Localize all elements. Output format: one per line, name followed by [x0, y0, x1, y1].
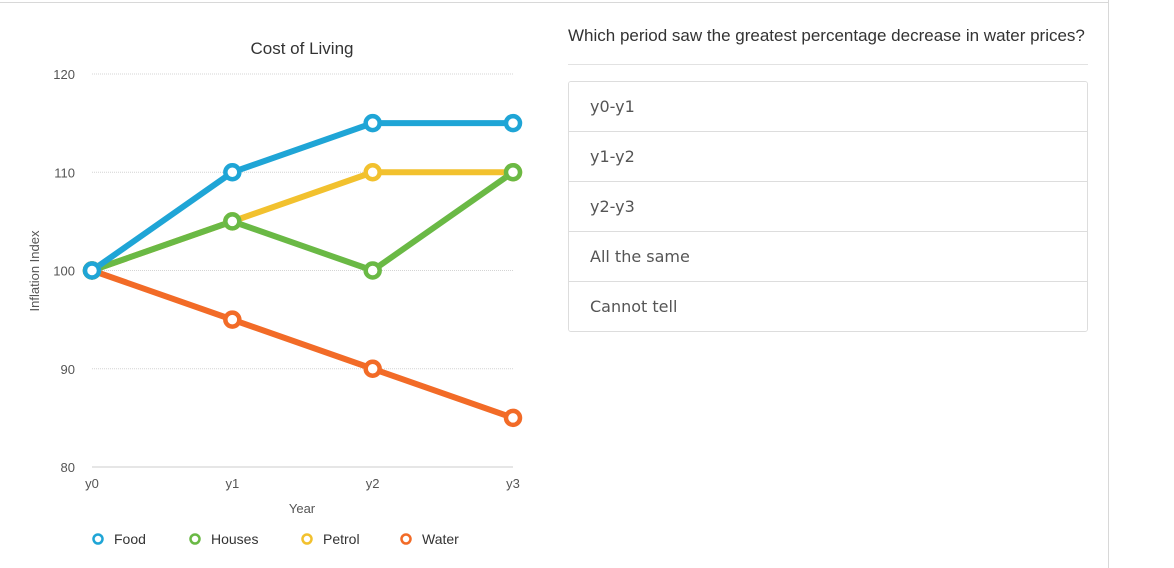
- series-line-houses: [89, 169, 516, 274]
- series-line-water: [89, 267, 516, 421]
- x-tick-label-y0: y0: [85, 476, 99, 491]
- legend-item-water[interactable]: Water: [400, 531, 460, 547]
- question-text: Which period saw the greatest percentage…: [568, 24, 1088, 65]
- gridlines: [92, 73, 513, 468]
- top-divider: [0, 2, 1108, 3]
- legend-item-food[interactable]: Food: [92, 531, 146, 547]
- legend-label-petrol: Petrol: [323, 531, 360, 547]
- x-tick-label-y2: y2: [366, 476, 380, 491]
- y-tick-label-90: 90: [61, 362, 75, 377]
- answer-option-cannot-tell[interactable]: Cannot tell: [569, 282, 1087, 331]
- data-point-houses-y2[interactable]: [363, 261, 382, 280]
- y-tick-label-100: 100: [53, 264, 75, 279]
- data-point-houses-y1[interactable]: [223, 212, 242, 231]
- data-point-water-y1[interactable]: [223, 310, 242, 329]
- legend-marker-houses: [189, 533, 201, 545]
- x-tick-label-y3: y3: [506, 476, 520, 491]
- legend-item-houses[interactable]: Houses: [189, 531, 259, 547]
- series-line-food: [89, 120, 516, 274]
- series-line-petrol: [89, 169, 516, 274]
- answer-option-y2-y3[interactable]: y2-y3: [569, 182, 1087, 232]
- legend-label-food: Food: [114, 531, 146, 547]
- y-tick-label-80: 80: [61, 460, 75, 475]
- answer-options: y0-y1 y1-y2 y2-y3 All the same Cannot te…: [568, 81, 1088, 332]
- answer-option-all-the-same[interactable]: All the same: [569, 232, 1087, 282]
- chart-title: Cost of Living: [251, 39, 354, 58]
- answer-option-y0-y1[interactable]: y0-y1: [569, 82, 1087, 132]
- x-tick-label-y1: y1: [225, 476, 239, 491]
- legend-marker-water: [400, 533, 412, 545]
- data-point-water-y3[interactable]: [503, 408, 523, 428]
- legend-label-water: Water: [422, 531, 459, 547]
- data-point-houses-y3[interactable]: [503, 163, 523, 182]
- x-axis-label: Year: [289, 501, 316, 516]
- right-divider: [1108, 0, 1109, 568]
- legend-item-petrol[interactable]: Petrol: [301, 531, 360, 547]
- y-tick-label-120: 120: [53, 67, 75, 82]
- legend[interactable]: Food Houses Petrol Water: [92, 531, 460, 547]
- answer-option-y1-y2[interactable]: y1-y2: [569, 132, 1087, 182]
- x-axis-ticks: y0 y1 y2 y3: [85, 476, 520, 491]
- data-point-water-y2[interactable]: [363, 359, 382, 378]
- line-chart: Cost of Living 80 90 100 110 120 y0 y1 y2 y3 Ye…: [27, 39, 523, 547]
- legend-label-houses: Houses: [211, 531, 258, 547]
- data-point-food-y2[interactable]: [363, 113, 382, 133]
- data-point-petrol-y2[interactable]: [363, 163, 382, 182]
- legend-marker-petrol: [301, 533, 313, 545]
- question-panel: Which period saw the greatest percentage…: [568, 24, 1088, 332]
- y-tick-label-110: 110: [54, 165, 75, 180]
- data-point-food-y0[interactable]: [82, 261, 102, 280]
- legend-marker-food: [92, 533, 104, 545]
- y-axis-label: Inflation Index: [27, 230, 42, 311]
- series-lines: [82, 113, 523, 428]
- data-point-food-y1[interactable]: [223, 163, 242, 182]
- data-point-food-y3[interactable]: [503, 113, 523, 133]
- chart-area: Cost of Living 80 90 100 110 120 y0 y1 y2 y3 Ye…: [0, 0, 560, 568]
- y-axis-ticks: 80 90 100 110 120: [53, 67, 75, 475]
